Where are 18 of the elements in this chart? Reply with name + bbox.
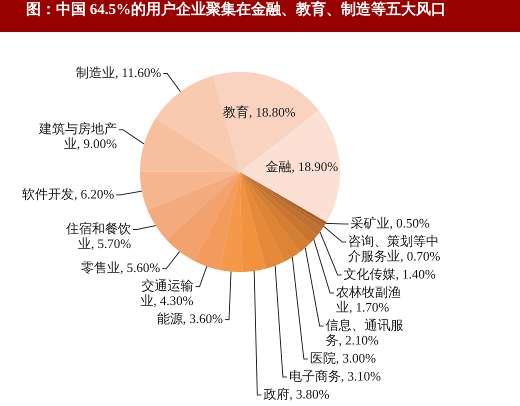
slice-label: 软件开发, 6.20% [22,186,114,202]
slice-label: 能源, 3.60% [156,311,224,326]
slice-label: 农林牧副渔业, 1.70% [336,284,402,314]
slice-label: 零售业, 5.60% [81,260,160,276]
slice-label: 住宿和餐饮业, 5.70% [65,220,132,251]
slice-label: 文化传媒, 1.40% [344,266,436,282]
slice-label: 电子商务, 3.10% [288,368,382,384]
slice-label: 信息、通讯服务, 2.10% [326,317,404,348]
slice-label: 咨询、策划等中介服务业, 0.70% [348,233,440,264]
slice-label: 交通运输业, 4.30% [140,278,194,308]
chart-title: 图：中国 64.5%的用户企业聚集在金融、教育、制造等五大风口 [0,0,520,32]
slice-label: 金融, 18.90% [266,159,338,174]
slice-label: 医院, 3.00% [310,350,376,366]
slice-label: 建筑与房地产业, 9.00% [38,121,118,152]
slice-label: 政府, 3.80% [263,386,330,402]
slice-label: 采矿业, 0.50% [350,215,430,230]
slice-label: 教育, 18.80% [222,104,296,120]
slice-label: 制造业, 11.60% [76,64,162,80]
